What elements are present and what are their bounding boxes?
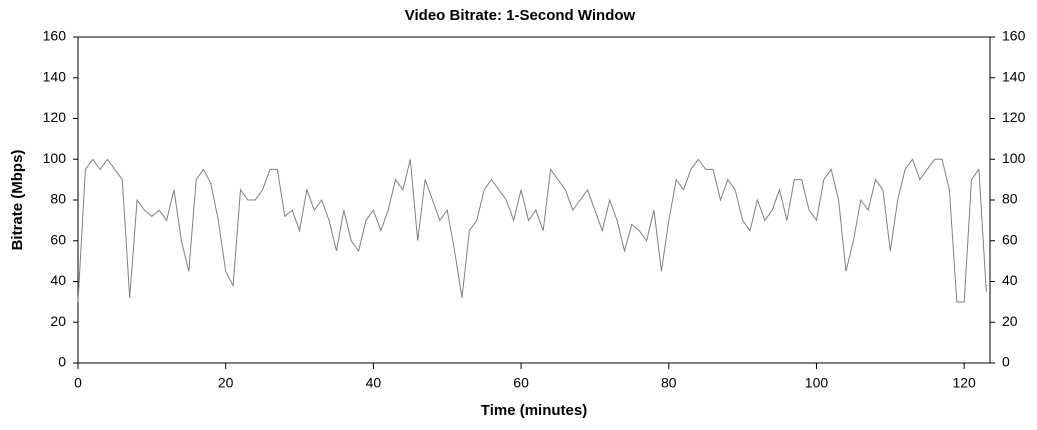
x-tick-label: 60 bbox=[513, 375, 529, 391]
y2-tick-label: 20 bbox=[1002, 313, 1018, 329]
y2-tick-label: 80 bbox=[1002, 191, 1018, 207]
y-tick-label: 20 bbox=[50, 313, 66, 329]
x-tick-label: 0 bbox=[74, 375, 82, 391]
x-axis-label: Time (minutes) bbox=[481, 402, 587, 419]
y-tick-label: 80 bbox=[50, 191, 66, 207]
y-axis-label: Bitrate (Mbps) bbox=[9, 150, 26, 251]
y2-tick-label: 140 bbox=[1002, 68, 1026, 84]
x-tick-label: 40 bbox=[366, 375, 382, 391]
y-tick-label: 160 bbox=[43, 28, 67, 44]
x-tick-label: 20 bbox=[218, 375, 234, 391]
y-tick-label: 100 bbox=[43, 150, 67, 166]
y2-tick-label: 100 bbox=[1002, 150, 1026, 166]
bitrate-line bbox=[77, 158, 987, 303]
y-tick-label: 140 bbox=[43, 68, 67, 84]
plot-frame bbox=[77, 36, 991, 364]
y-tick-label: 60 bbox=[50, 231, 66, 247]
y-tick-label: 120 bbox=[43, 109, 67, 125]
y2-tick-label: 60 bbox=[1002, 231, 1018, 247]
chart-title: Video Bitrate: 1-Second Window bbox=[405, 7, 636, 24]
x-tick-label: 120 bbox=[952, 375, 976, 391]
x-tick-label: 100 bbox=[805, 375, 829, 391]
y2-tick-label: 40 bbox=[1002, 272, 1018, 288]
y-tick-label: 40 bbox=[50, 272, 66, 288]
y2-tick-label: 0 bbox=[1002, 354, 1010, 370]
y-tick-label: 0 bbox=[58, 354, 66, 370]
y2-tick-label: 160 bbox=[1002, 28, 1026, 44]
y2-tick-label: 120 bbox=[1002, 109, 1026, 125]
x-tick-label: 80 bbox=[661, 375, 677, 391]
